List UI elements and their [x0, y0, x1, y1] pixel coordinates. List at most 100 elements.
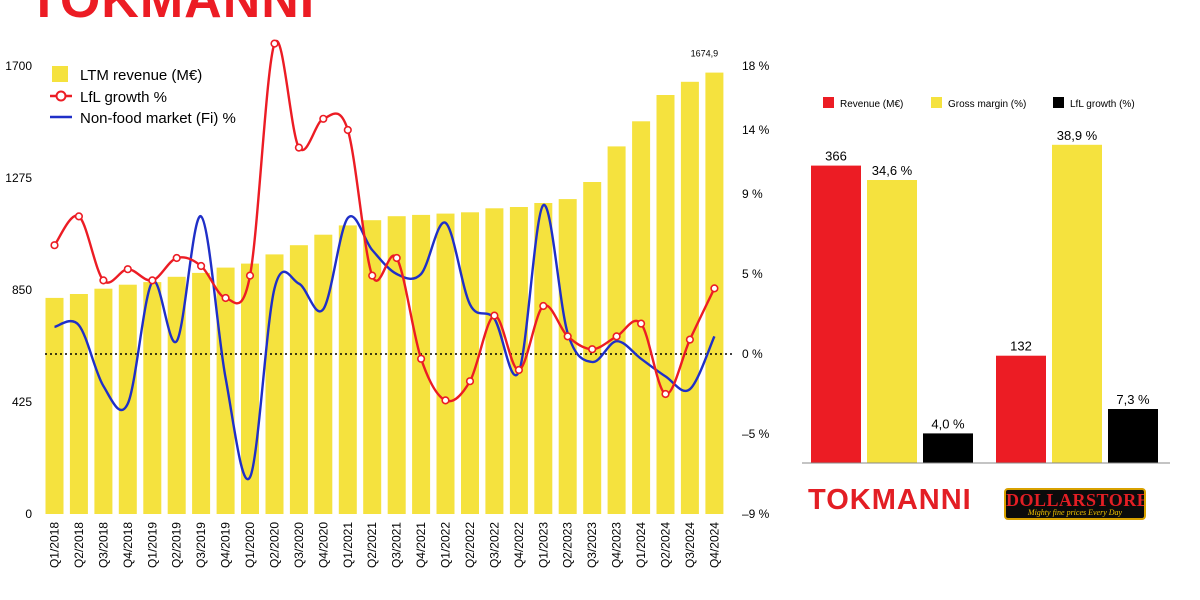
x-tick-label: Q2/2021 [365, 522, 379, 568]
legend-label-lfl-growth: LfL growth (%) [1070, 99, 1135, 110]
x-tick-label: Q4/2021 [414, 522, 428, 568]
dollarstore-logo: DOLLARSTORE Mighty fine prices Every Day [1004, 488, 1146, 520]
x-tick-label: Q3/2021 [390, 522, 404, 568]
lfl-marker-q3-2022 [490, 311, 499, 320]
revenue-bar-q4-2018 [118, 284, 137, 514]
revenue-bar-q3-2021 [387, 216, 406, 514]
lfl-marker-q3-2024 [685, 335, 695, 344]
lfl-marker-q2-2023 [563, 332, 572, 341]
lfl-marker-q2-2020 [270, 39, 279, 48]
right-tick-label: 18 % [742, 59, 770, 73]
lfl-marker-q4-2023 [612, 332, 621, 341]
revenue-bar-q4-2021 [412, 214, 431, 514]
x-tick-label: Q1/2020 [243, 522, 257, 568]
group-tokmanni: 366 34,6 % 4,0 % [811, 149, 973, 463]
lfl-marker-q4-2022 [514, 365, 524, 375]
main-chart: 0 425 850 1275 1700 –9 % –5 % 0 % 5 % 9 % 14 % 18 %… [5, 39, 770, 568]
revenue-bar-q4-2024 [705, 72, 724, 514]
lfl-marker-q1-2018 [50, 241, 59, 250]
x-tick-label: Q4/2022 [512, 522, 526, 568]
comparison-legend: Revenue (M€) Gross margin (%) LfL growth (… [823, 97, 1135, 110]
dollarstore-label-lfl-growth: 7,3 % [1116, 392, 1150, 407]
right-axis: –9 % –5 % 0 % 5 % 9 % 14 % 18 % [742, 59, 770, 521]
x-tick-label: Q4/2023 [610, 522, 624, 568]
tokmanni-top-logo: TOKMANNI [28, 0, 316, 29]
legend-swatch-lfl-marker [55, 90, 67, 102]
dollarstore-logo-text: DOLLARSTORE [1006, 490, 1146, 510]
dollarstore-logo-tagline: Mighty fine prices Every Day [1027, 508, 1123, 517]
dollarstore-bar-revenue-m [996, 355, 1046, 463]
main-legend: LTM revenue (M€) LfL growth % Non-food mar… [50, 66, 236, 127]
revenue-bar-q4-2022 [509, 207, 528, 514]
tokmanni-bar-revenue-m [811, 165, 861, 463]
revenue-bar-q1-2024 [632, 121, 651, 515]
legend-label-revenue: LTM revenue (M€) [80, 67, 202, 84]
revenue-bar-q1-2019 [143, 282, 162, 514]
right-tick-label: 0 % [742, 347, 763, 361]
lfl-marker-q2-2024 [661, 389, 670, 399]
left-axis: 0 425 850 1275 1700 [5, 59, 32, 521]
revenue-bar-q3-2022 [485, 208, 504, 515]
x-tick-label: Q1/2018 [48, 522, 62, 568]
last-revenue-label: 1674,9 [691, 49, 719, 59]
x-tick-label: Q2/2018 [72, 522, 86, 568]
x-axis: Q1/2018 Q2/2018 Q3/2018 Q4/2018 Q1/2019 Q2/20… [48, 522, 722, 568]
revenue-bar-q1-2023 [534, 203, 553, 514]
legend-label-revenue-m: Revenue (M€) [840, 99, 903, 110]
lfl-marker-q2-2019 [172, 253, 181, 263]
revenue-bar-q1-2021 [338, 225, 357, 514]
revenue-bar-q4-2023 [607, 146, 626, 514]
legend-label-gross-margin: Gross margin (%) [948, 99, 1026, 110]
legend-label-non-food: Non-food market (Fi) % [80, 110, 236, 127]
non-food-market-line [54, 203, 716, 481]
revenue-bar-q3-2018 [94, 288, 113, 514]
legend-swatch-revenue-m [823, 97, 834, 108]
lfl-marker-q4-2021 [417, 354, 426, 363]
right-tick-label: 14 % [742, 123, 770, 137]
x-tick-label: Q2/2022 [463, 522, 477, 568]
legend-swatch-gross-margin [931, 97, 942, 108]
lfl-marker-q2-2021 [368, 271, 377, 280]
revenue-bar-q2-2018 [69, 294, 88, 514]
legend-label-lfl: LfL growth % [80, 89, 167, 106]
x-tick-label: Q3/2023 [585, 522, 599, 568]
revenue-bar-q2-2024 [656, 95, 675, 514]
x-tick-label: Q2/2019 [170, 522, 184, 568]
right-tick-label: –5 % [742, 427, 770, 441]
x-tick-label: Q1/2021 [341, 522, 355, 568]
x-tick-label: Q2/2023 [561, 522, 575, 568]
tokmanni-bar-lfl-growth [923, 433, 973, 463]
legend-swatch-revenue [52, 66, 68, 82]
revenue-bar-q4-2019 [216, 267, 235, 514]
x-tick-label: Q4/2020 [316, 522, 330, 568]
x-tick-label: Q4/2018 [121, 522, 135, 568]
x-tick-label: Q3/2024 [683, 522, 697, 568]
lfl-marker-q2-2022 [465, 377, 475, 386]
lfl-marker-q4-2024 [710, 284, 719, 293]
revenue-bar-q3-2020 [289, 245, 308, 514]
tokmanni-label-revenue-m: 366 [825, 149, 847, 164]
x-tick-label: Q1/2024 [634, 522, 648, 568]
lfl-marker-q1-2019 [148, 276, 157, 285]
left-tick-label: 1275 [5, 171, 32, 185]
dollarstore-bar-lfl-growth [1108, 409, 1158, 463]
lfl-marker-q3-2019 [197, 261, 206, 271]
group-dollarstore: 132 38,9 % 7,3 % [996, 128, 1158, 464]
x-tick-label: Q1/2023 [536, 522, 550, 568]
revenue-bar-q2-2023 [558, 199, 577, 514]
revenue-bar-q3-2024 [680, 81, 699, 515]
right-tick-label: 9 % [742, 187, 763, 201]
left-tick-label: 1700 [5, 59, 32, 73]
lfl-marker-q3-2023 [588, 345, 597, 354]
lfl-marker-q4-2019 [221, 293, 230, 303]
x-tick-label: Q4/2024 [707, 522, 721, 568]
lfl-marker-q1-2021 [343, 125, 352, 135]
dollarstore-label-revenue-m: 132 [1010, 339, 1032, 354]
x-tick-label: Q3/2018 [96, 522, 110, 568]
x-tick-label: Q2/2024 [659, 522, 673, 568]
lfl-marker-q3-2018 [99, 276, 108, 285]
left-tick-label: 0 [25, 507, 32, 521]
lfl-marker-q1-2024 [636, 319, 646, 328]
revenue-bar-q4-2020 [314, 234, 333, 514]
tokmanni-logo: TOKMANNI [808, 484, 972, 516]
